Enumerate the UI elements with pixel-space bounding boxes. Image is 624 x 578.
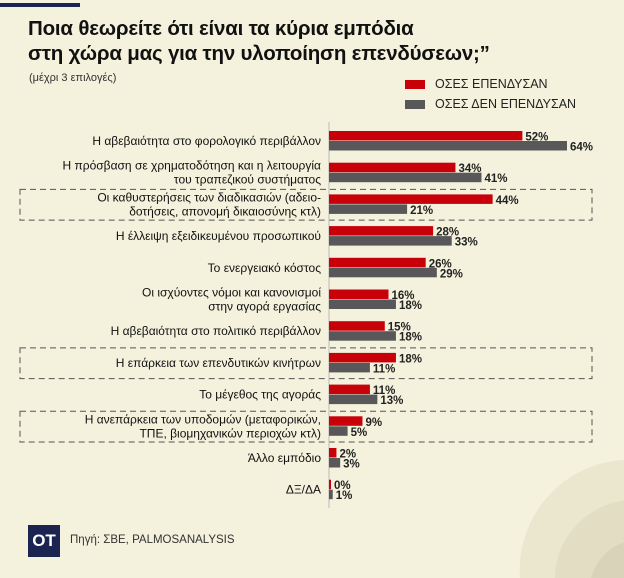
- top-accent-line: [0, 3, 80, 7]
- bar: [329, 204, 408, 214]
- value-label: 11%: [373, 363, 395, 375]
- category-label: Άλλο εμπόδιο: [248, 451, 321, 465]
- value-label: 18%: [399, 332, 422, 344]
- value-label: 11%: [373, 385, 395, 397]
- bar: [329, 416, 363, 426]
- bar: [329, 394, 378, 405]
- value-label: 44%: [496, 195, 519, 207]
- bar: [329, 257, 426, 268]
- category-label: Η ανεπάρκεια των υποδομών (μεταφορικών, Τ…: [85, 412, 321, 440]
- category-label: ΔΞ/ΔΑ: [286, 483, 321, 497]
- category-label: Οι ισχύοντες νόμοι και κανονισμοί στην αγ…: [142, 286, 321, 314]
- category-label: Η επάρκεια των επενδυτικών κινήτρων: [116, 356, 321, 370]
- bar: [329, 289, 389, 299]
- bar: [329, 162, 456, 173]
- category-label: Το μέγεθος της αγοράς: [199, 388, 321, 402]
- legend-swatch: [405, 79, 425, 89]
- bar: [329, 352, 396, 363]
- bar: [329, 131, 523, 141]
- bar: [329, 236, 452, 246]
- value-label: 29%: [440, 268, 463, 280]
- bar: [329, 489, 333, 500]
- value-label: 41%: [484, 173, 507, 185]
- value-label: 26%: [429, 258, 452, 270]
- value-label: 5%: [351, 427, 368, 439]
- bar: [329, 458, 341, 468]
- category-label: Η αβεβαιότητα στο πολιτικό περιβάλλον: [111, 324, 321, 338]
- bar: [329, 479, 331, 490]
- bar: [329, 426, 348, 436]
- legend-label: ΟΣΕΣ ΕΠΕΝΔΥΣΑΝ: [435, 77, 548, 91]
- legend-item: ΟΣΕΣ ΔΕΝ ΕΠΕΝΔΥΣΑΝ: [405, 94, 576, 114]
- bar: [329, 226, 434, 236]
- source-note: Πηγή: ΣΒΕ, PALMOSANALYSIS: [70, 534, 235, 546]
- value-label: 15%: [388, 322, 411, 334]
- category-label: Η αβεβαιότητα στο φορολογικό περιβάλλον: [92, 134, 321, 148]
- chart-title: Ποια θεωρείτε ότι είναι τα κύρια εμπόδια…: [28, 16, 490, 66]
- highlight-box: [19, 347, 593, 380]
- bar: [329, 299, 396, 309]
- bar: [329, 172, 482, 183]
- bar: [329, 194, 493, 204]
- value-label: 21%: [410, 205, 433, 217]
- legend-item: ΟΣΕΣ ΕΠΕΝΔΥΣΑΝ: [405, 74, 576, 94]
- value-label: 34%: [458, 163, 481, 175]
- highlight-box: [19, 410, 593, 443]
- bar: [329, 448, 337, 458]
- bar: [329, 331, 396, 341]
- value-label: 16%: [392, 290, 415, 302]
- value-label: 1%: [336, 490, 353, 502]
- bar: [329, 321, 385, 331]
- legend: ΟΣΕΣ ΕΠΕΝΔΥΣΑΝ ΟΣΕΣ ΔΕΝ ΕΠΕΝΔΥΣΑΝ: [405, 74, 576, 114]
- bar: [329, 267, 437, 278]
- bar: [329, 384, 370, 395]
- value-label: 9%: [365, 417, 382, 429]
- title-line: Ποια θεωρείτε ότι είναι τα κύρια εμπόδια: [28, 17, 414, 40]
- category-label: Το ενεργειακό κόστος: [208, 261, 322, 275]
- category-label: Η έλλειψη εξειδικευμένου προσωπικού: [116, 229, 321, 243]
- value-label: 18%: [399, 300, 422, 312]
- category-label: Η πρόσβαση σε χρηματοδότηση και η λειτου…: [63, 159, 322, 187]
- value-label: 64%: [570, 142, 593, 154]
- bar: [329, 141, 567, 151]
- title-line: στη χώρα μας για την υλοποίηση επενδύσεω…: [28, 42, 490, 65]
- chart-subtitle: (μέχρι 3 επιλογές): [29, 72, 117, 84]
- value-label: 3%: [343, 459, 360, 471]
- value-label: 28%: [436, 227, 459, 239]
- value-label: 18%: [399, 353, 422, 365]
- value-label: 0%: [334, 480, 351, 492]
- highlight-box: [19, 188, 593, 221]
- value-label: 33%: [455, 237, 478, 249]
- value-label: 52%: [525, 132, 548, 144]
- value-label: 13%: [380, 395, 403, 407]
- bar: [329, 362, 370, 373]
- legend-swatch: [405, 99, 425, 109]
- category-label: Οι καθυστερήσεις των διαδικασιών (αδειο-…: [97, 190, 321, 218]
- ot-logo: OT: [28, 525, 60, 557]
- value-label: 2%: [339, 449, 356, 461]
- legend-label: ΟΣΕΣ ΔΕΝ ΕΠΕΝΔΥΣΑΝ: [435, 97, 577, 111]
